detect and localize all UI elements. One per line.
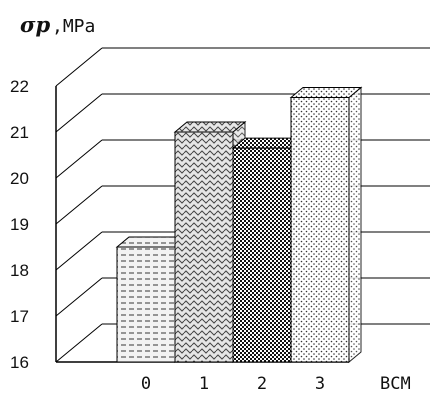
labels: σp ,MPa BCM 16 17 18 19 20 21 22 0 1 2 3 xyxy=(10,12,411,394)
x-tick-label: 1 xyxy=(199,374,209,394)
gridline-diag xyxy=(55,185,103,225)
gridline-diag xyxy=(55,93,103,133)
x-tick-label: 0 xyxy=(141,374,151,394)
x-tick-label: 2 xyxy=(257,374,267,394)
y-tick-label: 16 xyxy=(10,353,29,372)
x-axis-label: BCM xyxy=(380,374,411,394)
y-axis-symbol: σp xyxy=(20,12,50,37)
bar-front xyxy=(174,131,234,363)
bar xyxy=(289,86,363,364)
bar-side xyxy=(348,86,362,364)
y-tick-label: 20 xyxy=(10,169,29,188)
y-tick-label: 21 xyxy=(10,123,29,142)
gridline-diag xyxy=(55,231,103,271)
gridline-diag xyxy=(55,47,103,87)
y-tick-label: 18 xyxy=(10,261,29,280)
x-tick-label: 3 xyxy=(315,374,325,394)
y-tick-label: 17 xyxy=(10,307,29,326)
bar-front xyxy=(290,97,350,363)
bar-front xyxy=(116,246,176,363)
gridline-diag xyxy=(55,139,103,179)
gridline-diag xyxy=(55,323,103,363)
bar-top xyxy=(289,87,363,98)
bars xyxy=(115,86,363,364)
y-tick-label: 19 xyxy=(10,215,29,234)
bar-front xyxy=(232,147,292,363)
y-axis-unit: ,MPa xyxy=(52,16,95,37)
bar-top xyxy=(173,121,247,133)
gridline-diag xyxy=(55,277,103,317)
y-tick-label: 22 xyxy=(10,77,29,96)
